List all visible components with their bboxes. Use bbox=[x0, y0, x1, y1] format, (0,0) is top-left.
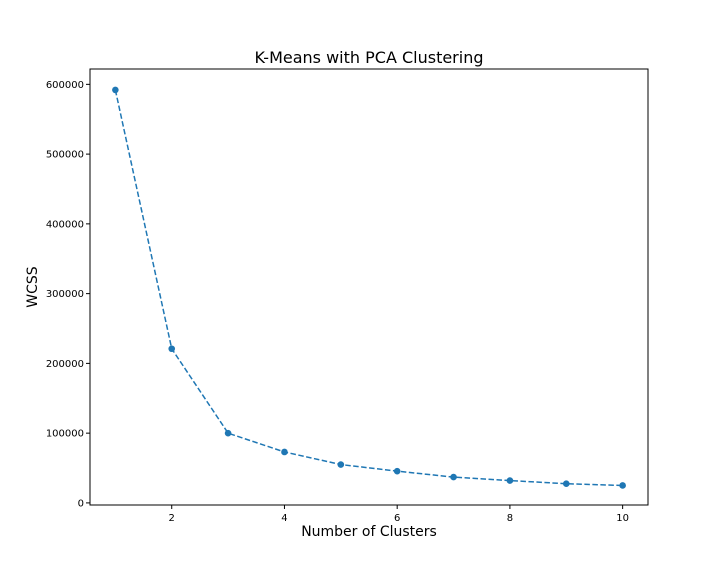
x-tick-label: 6 bbox=[394, 513, 400, 524]
y-tick-label: 100000 bbox=[46, 429, 84, 440]
data-point bbox=[506, 477, 514, 484]
x-tick-label: 4 bbox=[281, 513, 287, 524]
y-tick-label: 400000 bbox=[46, 219, 84, 230]
data-point bbox=[168, 345, 176, 353]
y-axis: 0 100000 200000 300000 400000 500000 600000 bbox=[46, 80, 90, 509]
y-tick-label: 300000 bbox=[46, 289, 84, 300]
chart-title: K-Means with PCA Clustering bbox=[254, 48, 483, 67]
data-point bbox=[619, 482, 626, 489]
data-point bbox=[112, 86, 119, 94]
x-tick-label: 8 bbox=[507, 513, 513, 524]
data-point bbox=[337, 461, 345, 468]
plot-frame bbox=[89, 68, 649, 506]
data-point bbox=[393, 467, 401, 475]
data-point bbox=[450, 473, 457, 481]
data-point bbox=[562, 480, 570, 488]
y-tick-label: 0 bbox=[78, 498, 84, 509]
x-axis-title: Number of Clusters bbox=[301, 524, 437, 540]
data-point bbox=[281, 448, 288, 456]
data-points bbox=[112, 86, 626, 489]
x-tick-label: 10 bbox=[616, 513, 629, 524]
y-tick-label: 200000 bbox=[46, 359, 84, 370]
y-axis-title: WCSS bbox=[25, 266, 41, 308]
x-tick-label: 2 bbox=[169, 513, 175, 524]
series-line bbox=[114, 89, 623, 487]
x-axis: 2 4 6 8 10 bbox=[169, 505, 629, 524]
y-tick-label: 600000 bbox=[46, 80, 84, 91]
data-point bbox=[224, 429, 232, 437]
y-tick-label: 500000 bbox=[46, 150, 84, 161]
